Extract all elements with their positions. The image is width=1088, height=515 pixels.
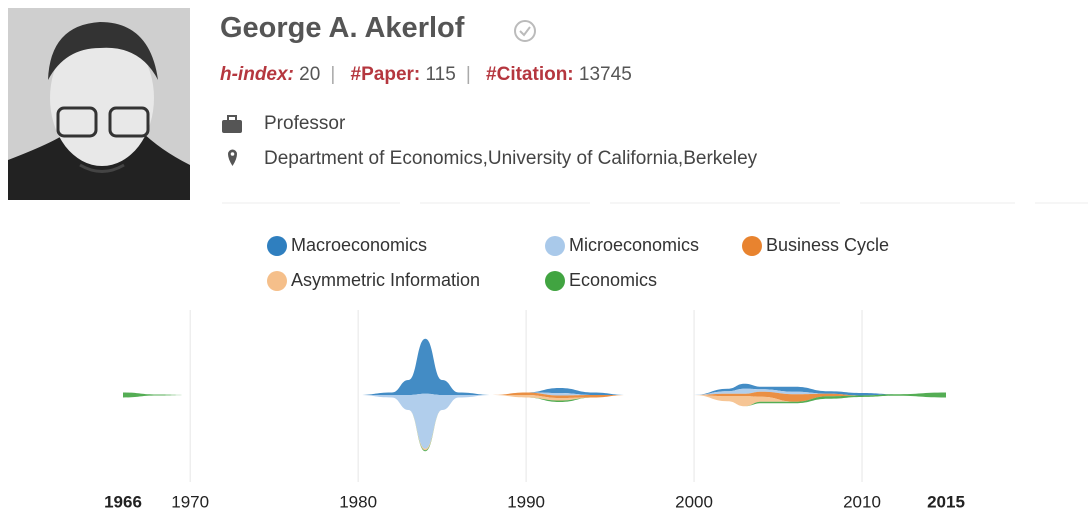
x-tick-label: 1990 xyxy=(507,492,545,511)
legend-label: Asymmetric Information xyxy=(291,270,480,290)
legend-swatch xyxy=(545,271,565,291)
x-tick-label: 1970 xyxy=(171,492,209,511)
x-tick-label: 2000 xyxy=(675,492,713,511)
page: George A. Akerlof h-index: 20| #Paper: 1… xyxy=(0,0,1088,515)
chart: 1966 1970 1980 1990 2000 2010 2015 Macroeconomi… xyxy=(0,0,1088,515)
legend-label: Macroeconomics xyxy=(291,235,427,255)
legend-swatch xyxy=(267,271,287,291)
legend-label: Microeconomics xyxy=(569,235,699,255)
x-tick-label: 2010 xyxy=(843,492,881,511)
x-tick-label: 2015 xyxy=(927,492,965,511)
x-tick-label: 1980 xyxy=(339,492,377,511)
legend-swatch xyxy=(267,236,287,256)
legend-label: Business Cycle xyxy=(766,235,889,255)
legend-label: Economics xyxy=(569,270,657,290)
x-tick-label: 1966 xyxy=(104,492,142,511)
stream-area xyxy=(123,339,946,396)
stream-area xyxy=(123,393,946,451)
stream-area xyxy=(123,392,946,449)
legend-swatch xyxy=(545,236,565,256)
stream-area xyxy=(123,393,946,452)
legend-swatch xyxy=(742,236,762,256)
